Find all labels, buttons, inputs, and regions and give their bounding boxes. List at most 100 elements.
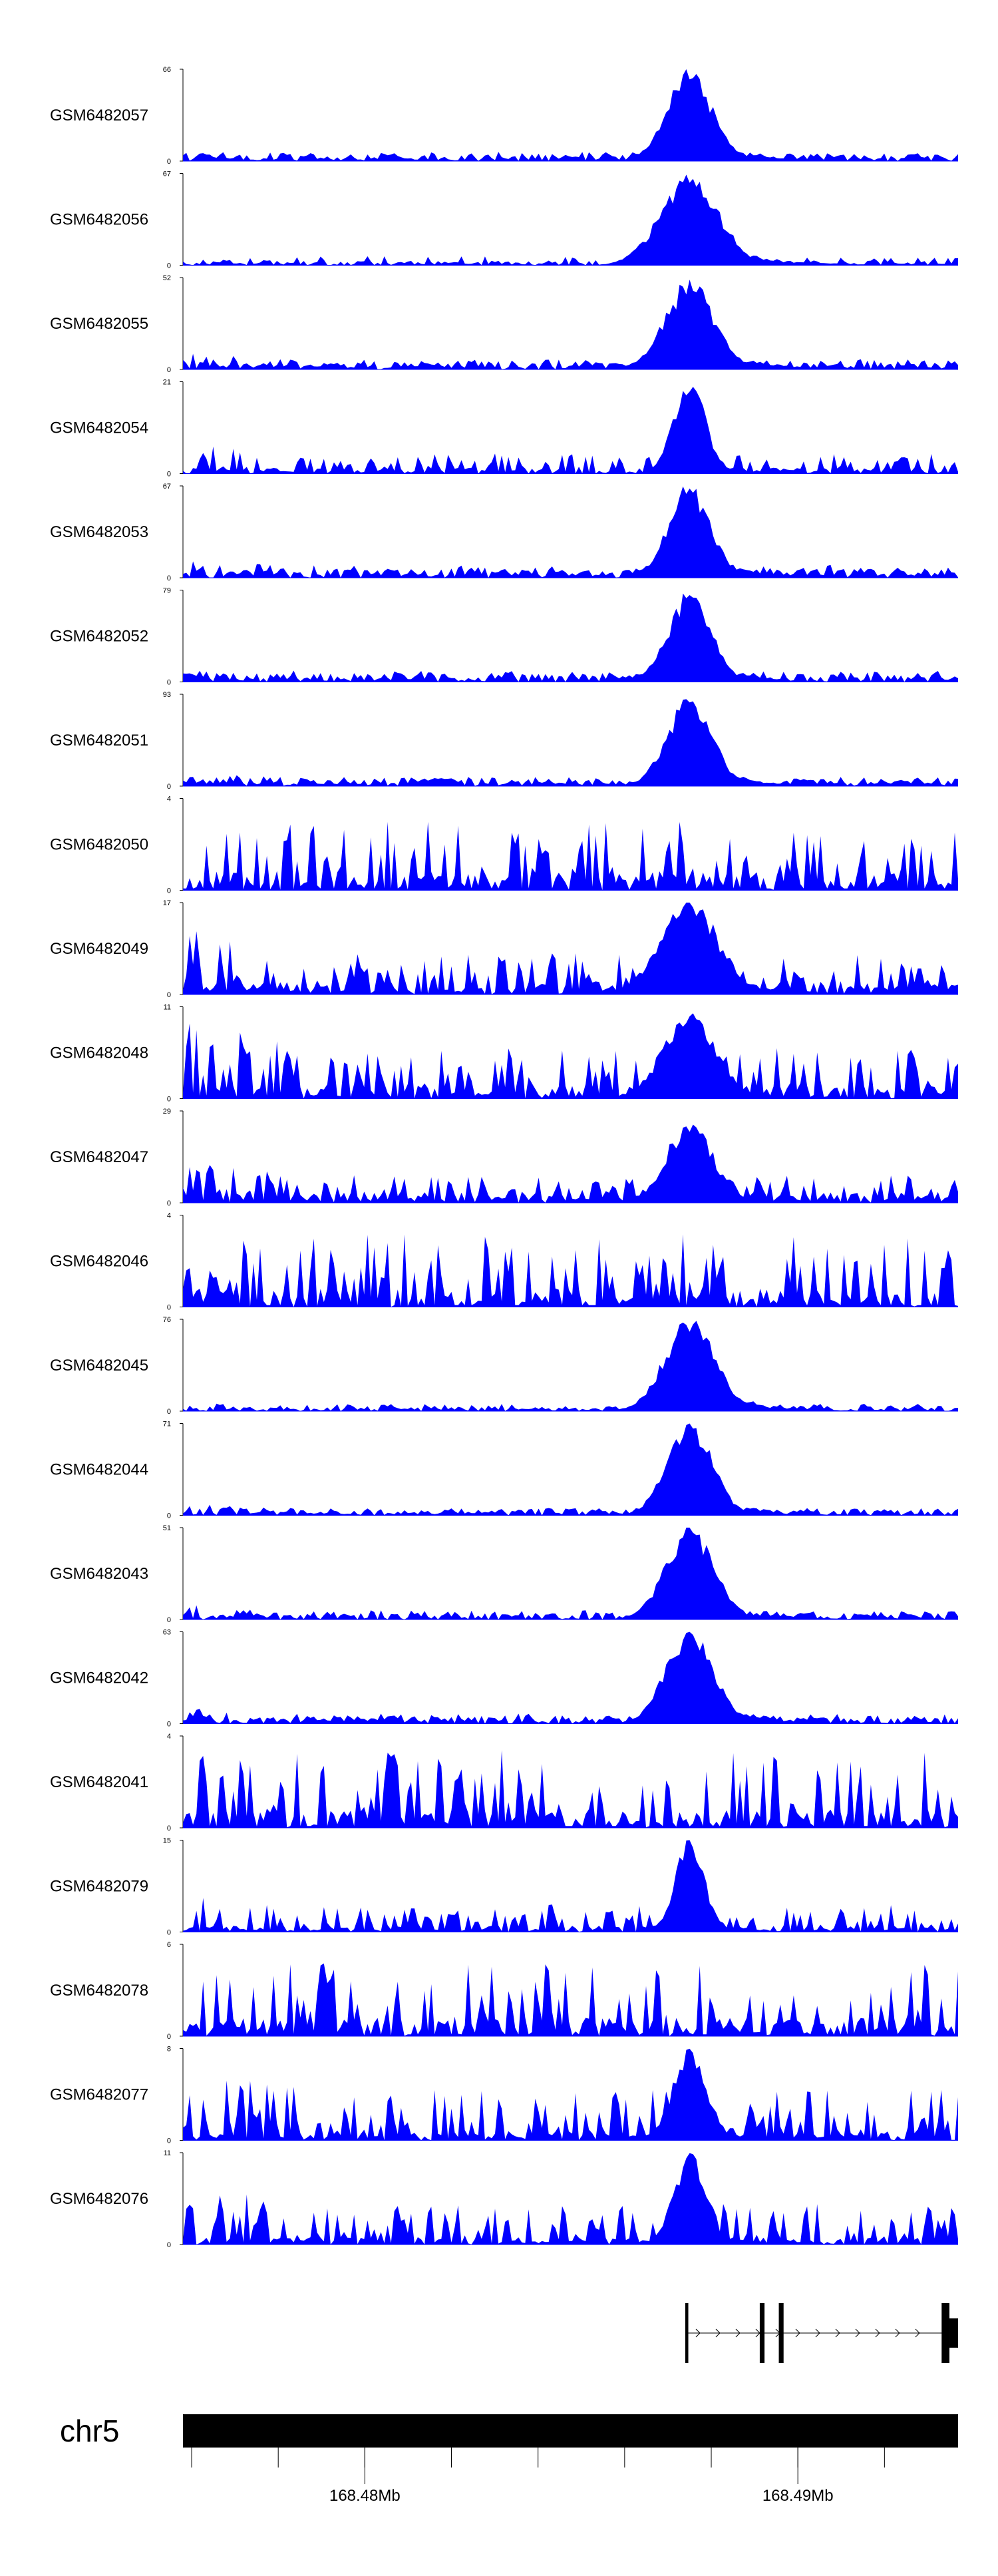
signal-area xyxy=(183,593,958,682)
track-label: GSM6482046 xyxy=(50,1253,148,1271)
y-zero-label: 0 xyxy=(167,783,171,791)
y-max-label: 52 xyxy=(163,274,171,282)
y-zero-label: 0 xyxy=(167,1304,171,1312)
gene-exon xyxy=(759,2303,765,2363)
signal-area xyxy=(183,1840,958,1932)
y-max-label: 21 xyxy=(163,379,171,387)
chromosome-bar xyxy=(183,2414,958,2448)
y-zero-label: 0 xyxy=(167,1721,171,1729)
track-GSM6482046: GSM6482046 4 0 xyxy=(50,1212,958,1312)
strand-arrow xyxy=(875,2328,880,2338)
gene-model-track xyxy=(685,2303,958,2363)
track-label: GSM6482076 xyxy=(50,2190,148,2208)
track-GSM6482041: GSM6482041 4 0 xyxy=(50,1733,958,1832)
y-max-label: 8 xyxy=(167,2045,171,2053)
y-max-label: 15 xyxy=(163,1837,171,1845)
y-zero-label: 0 xyxy=(167,1096,171,1104)
strand-arrow xyxy=(855,2328,860,2338)
y-zero-label: 0 xyxy=(167,574,171,582)
y-zero-label: 0 xyxy=(167,887,171,895)
track-label: GSM6482041 xyxy=(50,1773,148,1791)
track-GSM6482079: GSM6482079 15 0 xyxy=(50,1837,958,1937)
signal-area xyxy=(183,486,958,578)
track-label: GSM6482047 xyxy=(50,1148,148,1166)
axis-position-label: 168.49Mb xyxy=(762,2487,834,2505)
track-label: GSM6482050 xyxy=(50,836,148,854)
track-GSM6482044: GSM6482044 71 0 xyxy=(50,1420,958,1520)
signal-area xyxy=(183,1124,958,1203)
track-label: GSM6482042 xyxy=(50,1669,148,1687)
y-zero-label: 0 xyxy=(167,1929,171,1937)
signal-area xyxy=(183,1963,958,2036)
signal-area xyxy=(183,2153,958,2245)
y-max-label: 11 xyxy=(164,1004,171,1012)
y-max-label: 4 xyxy=(167,795,171,803)
chromosome-label: chr5 xyxy=(60,2414,119,2448)
signal-area xyxy=(183,1321,958,1411)
y-zero-label: 0 xyxy=(167,1616,171,1624)
y-zero-label: 0 xyxy=(167,1408,171,1416)
track-GSM6482042: GSM6482042 63 0 xyxy=(50,1629,958,1729)
strand-arrow xyxy=(895,2328,900,2338)
track-GSM6482050: GSM6482050 4 0 xyxy=(50,795,958,895)
strand-arrow xyxy=(735,2328,741,2338)
strand-arrow xyxy=(795,2328,800,2338)
y-zero-label: 0 xyxy=(167,1199,171,1207)
y-max-label: 4 xyxy=(167,1212,171,1220)
track-GSM6482055: GSM6482055 52 0 xyxy=(50,274,958,374)
axis-ticks: 168.48Mb 168.49Mb xyxy=(191,2448,885,2505)
y-zero-label: 0 xyxy=(167,366,171,374)
y-max-label: 6 xyxy=(167,1941,171,1949)
y-max-label: 79 xyxy=(163,587,171,595)
strand-arrow xyxy=(835,2328,840,2338)
track-label: GSM6482077 xyxy=(50,2086,148,2104)
track-GSM6482077: GSM6482077 8 0 xyxy=(50,2045,958,2145)
y-zero-label: 0 xyxy=(167,1512,171,1520)
gene-exon xyxy=(949,2318,958,2348)
track-label: GSM6482048 xyxy=(50,1044,148,1062)
track-label: GSM6482054 xyxy=(50,419,148,437)
track-GSM6482076: GSM6482076 11 0 xyxy=(50,2149,958,2249)
track-GSM6482048: GSM6482048 11 0 xyxy=(50,1004,958,1104)
y-max-label: 66 xyxy=(163,66,171,74)
track-GSM6482051: GSM6482051 93 0 xyxy=(50,691,958,791)
y-max-label: 76 xyxy=(163,1316,171,1324)
strand-arrow xyxy=(715,2328,721,2338)
track-label: GSM6482043 xyxy=(50,1565,148,1583)
track-label: GSM6482057 xyxy=(50,107,148,124)
track-GSM6482054: GSM6482054 21 0 xyxy=(50,379,958,479)
signal-area xyxy=(183,1423,958,1516)
axis-position-label: 168.48Mb xyxy=(329,2487,401,2505)
signal-area xyxy=(183,387,958,474)
y-zero-label: 0 xyxy=(167,991,171,999)
track-label: GSM6482052 xyxy=(50,628,148,646)
track-label: GSM6482051 xyxy=(50,732,148,750)
y-max-label: 29 xyxy=(163,1108,171,1116)
y-zero-label: 0 xyxy=(167,262,171,270)
signal-area xyxy=(183,699,958,786)
y-zero-label: 0 xyxy=(167,471,171,479)
signal-area xyxy=(183,174,958,266)
y-max-label: 51 xyxy=(163,1524,171,1532)
y-max-label: 67 xyxy=(163,483,171,491)
signal-area xyxy=(183,903,958,994)
y-zero-label: 0 xyxy=(167,2033,171,2041)
signal-area xyxy=(183,69,958,161)
y-zero-label: 0 xyxy=(167,158,171,166)
track-label: GSM6482044 xyxy=(50,1461,148,1479)
signal-area xyxy=(183,821,958,891)
track-GSM6482043: GSM6482043 51 0 xyxy=(50,1524,958,1624)
signal-area xyxy=(183,1750,958,1828)
y-max-label: 67 xyxy=(163,170,171,178)
track-GSM6482053: GSM6482053 67 0 xyxy=(50,483,958,582)
y-max-label: 71 xyxy=(163,1420,171,1428)
track-label: GSM6482049 xyxy=(50,940,148,958)
strand-arrow xyxy=(915,2328,920,2338)
signal-area xyxy=(183,2048,958,2141)
track-GSM6482047: GSM6482047 29 0 xyxy=(50,1108,958,1207)
track-label: GSM6482056 xyxy=(50,211,148,229)
signal-area xyxy=(183,1013,958,1099)
y-max-label: 11 xyxy=(164,2149,171,2157)
track-GSM6482045: GSM6482045 76 0 xyxy=(50,1316,958,1416)
track-label: GSM6482045 xyxy=(50,1357,148,1375)
